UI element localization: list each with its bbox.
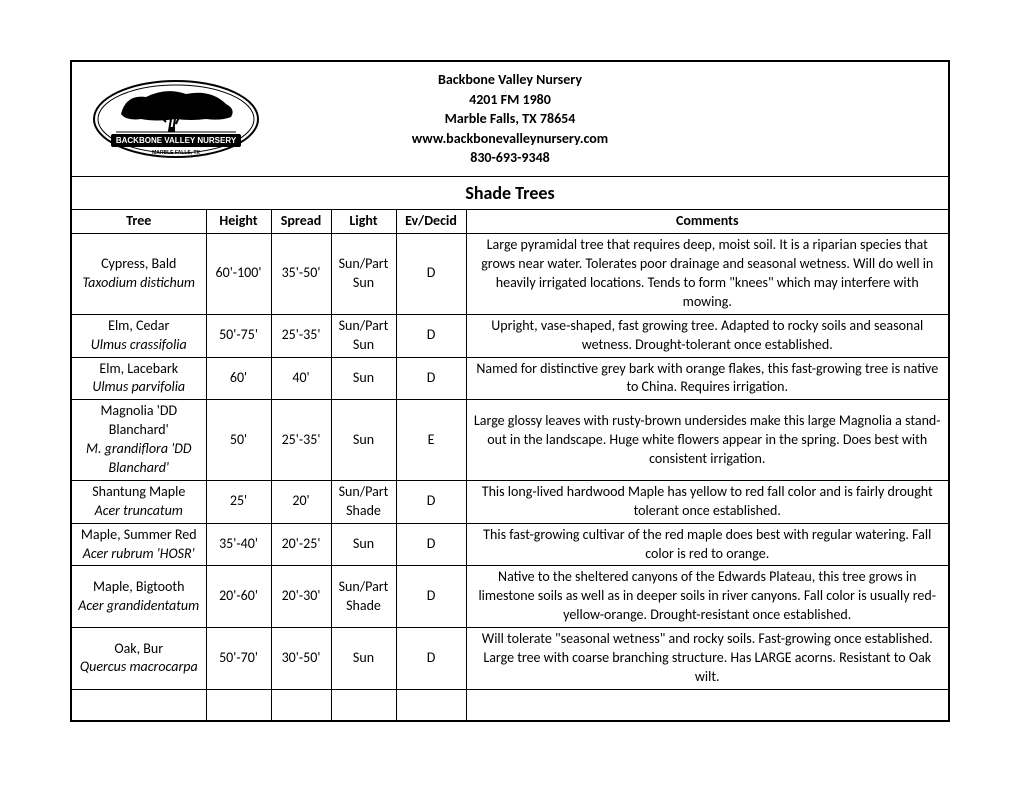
tree-name-cell: Magnolia 'DD Blanchard'M. grandiflora 'D… [71, 400, 206, 481]
light-cell: Sun/Part Sun [331, 234, 396, 315]
comments-cell: Native to the sheltered canyons of the E… [466, 566, 949, 628]
scientific-name: Ulmus parvifolia [78, 378, 200, 397]
light-cell: Sun [331, 400, 396, 481]
ev-decid-cell: D [396, 566, 466, 628]
logo-container: BACKBONE VALLEY NURSERY MARBLE FALLS, TX [78, 79, 273, 159]
tree-name-cell: Elm, CedarUlmus crassifolia [71, 314, 206, 357]
spread-cell: 25'-35' [271, 314, 331, 357]
comments-cell: Named for distinctive grey bark with ora… [466, 357, 949, 400]
table-row: Maple, Summer RedAcer rubrum 'HOSR'35'-4… [71, 523, 949, 566]
col-spread: Spread [271, 210, 331, 234]
comments-cell: Upright, vase-shaped, fast growing tree.… [466, 314, 949, 357]
spread-cell: 35'-50' [271, 234, 331, 315]
common-name: Maple, Summer Red [78, 526, 200, 545]
common-name: Cypress, Bald [78, 255, 200, 274]
nursery-logo-icon: BACKBONE VALLEY NURSERY MARBLE FALLS, TX [91, 79, 261, 159]
column-headers-row: Tree Height Spread Light Ev/Decid Commen… [71, 210, 949, 234]
height-cell: 60'-100' [206, 234, 271, 315]
light-cell: Sun/Part Shade [331, 480, 396, 523]
spread-cell: 20' [271, 480, 331, 523]
ev-decid-cell: D [396, 523, 466, 566]
spread-cell: 20'-30' [271, 566, 331, 628]
col-comments: Comments [466, 210, 949, 234]
common-name: Elm, Cedar [78, 317, 200, 336]
scientific-name: Acer rubrum 'HOSR' [78, 545, 200, 564]
col-ev-decid: Ev/Decid [396, 210, 466, 234]
comments-cell: This long-lived hardwood Maple has yello… [466, 480, 949, 523]
website: www.backbonevalleynursery.com [273, 129, 747, 149]
svg-text:BACKBONE VALLEY NURSERY: BACKBONE VALLEY NURSERY [115, 136, 236, 145]
scientific-name: Acer grandidentatum [78, 597, 200, 616]
ev-decid-cell: D [396, 480, 466, 523]
scientific-name: M. grandiflora 'DD Blanchard' [78, 440, 200, 478]
light-cell: Sun/Part Shade [331, 566, 396, 628]
comments-cell: Large pyramidal tree that requires deep,… [466, 234, 949, 315]
ev-decid-cell: D [396, 628, 466, 690]
ev-decid-cell: E [396, 400, 466, 481]
height-cell: 25' [206, 480, 271, 523]
address-line-1: 4201 FM 1980 [273, 90, 747, 110]
light-cell: Sun [331, 357, 396, 400]
table-row: Cypress, BaldTaxodium distichum60'-100'3… [71, 234, 949, 315]
table-row: Shantung MapleAcer truncatum25'20'Sun/Pa… [71, 480, 949, 523]
document-header: BACKBONE VALLEY NURSERY MARBLE FALLS, TX… [78, 64, 942, 174]
col-light: Light [331, 210, 396, 234]
spread-cell: 40' [271, 357, 331, 400]
common-name: Magnolia 'DD Blanchard' [78, 402, 200, 440]
business-name: Backbone Valley Nursery [273, 70, 747, 90]
spread-cell: 30'-50' [271, 628, 331, 690]
spread-cell: 25'-35' [271, 400, 331, 481]
phone: 830-693-9348 [273, 148, 747, 168]
height-cell: 50'-75' [206, 314, 271, 357]
section-title: Shade Trees [71, 176, 949, 209]
scientific-name: Quercus macrocarpa [78, 658, 200, 677]
scientific-name: Acer truncatum [78, 502, 200, 521]
comments-cell: This fast-growing cultivar of the red ma… [466, 523, 949, 566]
empty-row [71, 689, 949, 721]
table-row: Magnolia 'DD Blanchard'M. grandiflora 'D… [71, 400, 949, 481]
common-name: Shantung Maple [78, 483, 200, 502]
height-cell: 50' [206, 400, 271, 481]
common-name: Elm, Lacebark [78, 360, 200, 379]
tree-name-cell: Maple, Summer RedAcer rubrum 'HOSR' [71, 523, 206, 566]
tree-name-cell: Elm, LacebarkUlmus parvifolia [71, 357, 206, 400]
comments-cell: Will tolerate "seasonal wetness" and roc… [466, 628, 949, 690]
comments-cell: Large glossy leaves with rusty-brown und… [466, 400, 949, 481]
col-height: Height [206, 210, 271, 234]
height-cell: 60' [206, 357, 271, 400]
table-row: Elm, CedarUlmus crassifolia50'-75'25'-35… [71, 314, 949, 357]
ev-decid-cell: D [396, 234, 466, 315]
table-row: Oak, BurQuercus macrocarpa50'-70'30'-50'… [71, 628, 949, 690]
height-cell: 20'-60' [206, 566, 271, 628]
common-name: Maple, Bigtooth [78, 578, 200, 597]
tree-name-cell: Cypress, BaldTaxodium distichum [71, 234, 206, 315]
scientific-name: Ulmus crassifolia [78, 336, 200, 355]
scientific-name: Taxodium distichum [78, 274, 200, 293]
col-tree: Tree [71, 210, 206, 234]
address-line-2: Marble Falls, TX 78654 [273, 109, 747, 129]
light-cell: Sun [331, 628, 396, 690]
common-name: Oak, Bur [78, 640, 200, 659]
svg-text:MARBLE FALLS, TX: MARBLE FALLS, TX [152, 150, 200, 156]
spread-cell: 20'-25' [271, 523, 331, 566]
light-cell: Sun [331, 523, 396, 566]
table-row: Maple, BigtoothAcer grandidentatum20'-60… [71, 566, 949, 628]
height-cell: 35'-40' [206, 523, 271, 566]
shade-trees-table: BACKBONE VALLEY NURSERY MARBLE FALLS, TX… [70, 60, 950, 722]
table-row: Elm, LacebarkUlmus parvifolia60'40'SunDN… [71, 357, 949, 400]
light-cell: Sun/Part Sun [331, 314, 396, 357]
header-address-block: Backbone Valley Nursery 4201 FM 1980 Mar… [273, 70, 942, 168]
ev-decid-cell: D [396, 314, 466, 357]
height-cell: 50'-70' [206, 628, 271, 690]
tree-name-cell: Shantung MapleAcer truncatum [71, 480, 206, 523]
ev-decid-cell: D [396, 357, 466, 400]
tree-name-cell: Oak, BurQuercus macrocarpa [71, 628, 206, 690]
tree-name-cell: Maple, BigtoothAcer grandidentatum [71, 566, 206, 628]
